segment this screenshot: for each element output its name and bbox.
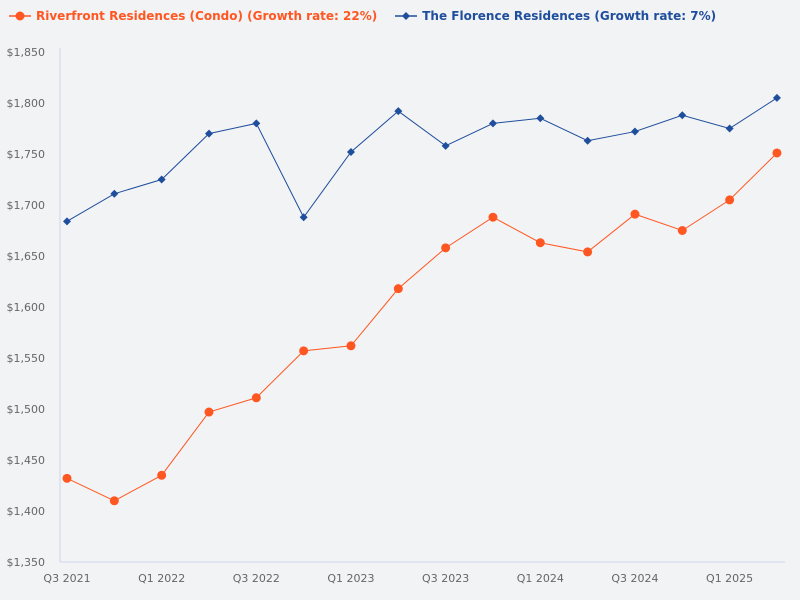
data-point (772, 148, 782, 158)
data-point (62, 473, 72, 483)
x-tick-label: Q3 2023 (422, 572, 469, 585)
data-point (677, 226, 687, 235)
data-point (535, 238, 545, 248)
x-tick-label: Q3 2021 (43, 572, 90, 585)
data-point (346, 147, 355, 156)
data-point (441, 243, 451, 253)
data-point (725, 124, 734, 133)
x-tick-label: Q1 2024 (517, 572, 564, 585)
data-point (488, 119, 497, 128)
data-point (204, 407, 214, 417)
data-point (583, 247, 593, 257)
data-point (251, 393, 261, 403)
y-tick-label: $1,500 (7, 403, 46, 416)
data-point (252, 119, 261, 128)
data-point (157, 470, 167, 480)
x-tick-label: Q3 2022 (233, 572, 280, 585)
y-tick-label: $1,400 (7, 505, 46, 518)
y-tick-label: $1,700 (7, 199, 46, 212)
series-line-0 (66, 152, 778, 502)
y-tick-label: $1,800 (7, 97, 46, 110)
y-tick-label: $1,450 (7, 454, 46, 467)
legend-label: The Florence Residences (Growth rate: 7%… (422, 9, 717, 23)
data-point (346, 341, 356, 351)
y-tick-label: $1,750 (7, 148, 46, 161)
data-point (772, 93, 781, 102)
data-point (488, 212, 498, 222)
data-point (299, 346, 309, 356)
x-tick-label: Q1 2025 (706, 572, 753, 585)
data-point (63, 217, 71, 226)
x-tick-label: Q3 2024 (611, 572, 658, 585)
y-tick-label: $1,650 (7, 250, 46, 263)
data-point (536, 114, 545, 123)
y-tick-label: $1,550 (7, 352, 46, 365)
data-point (299, 213, 308, 222)
y-tick-label: $1,850 (7, 46, 46, 59)
data-point (441, 141, 450, 150)
data-point (110, 189, 119, 198)
legend-item-florence[interactable]: The Florence Residences (Growth rate: 7%… (395, 9, 716, 23)
legend-item-riverfront[interactable]: Riverfront Residences (Condo) (Growth ra… (9, 9, 377, 23)
y-tick-label: $1,350 (7, 556, 46, 569)
y-tick-label: $1,600 (7, 301, 46, 314)
data-point (394, 107, 403, 116)
data-point (725, 195, 735, 205)
x-tick-label: Q1 2023 (327, 572, 374, 585)
circle-marker-icon (9, 11, 31, 21)
legend-label: Riverfront Residences (Condo) (Growth ra… (36, 9, 378, 23)
data-point (109, 496, 119, 506)
data-point (630, 127, 639, 136)
series-line-1 (66, 97, 778, 222)
data-point (393, 284, 403, 294)
diamond-marker-icon (395, 12, 418, 20)
data-point (157, 175, 166, 184)
data-point (678, 111, 687, 120)
data-point (630, 209, 640, 219)
x-tick-label: Q1 2022 (138, 572, 185, 585)
data-point (204, 129, 213, 138)
data-point (583, 136, 592, 145)
legend: Riverfront Residences (Condo) (Growth ra… (9, 9, 716, 23)
